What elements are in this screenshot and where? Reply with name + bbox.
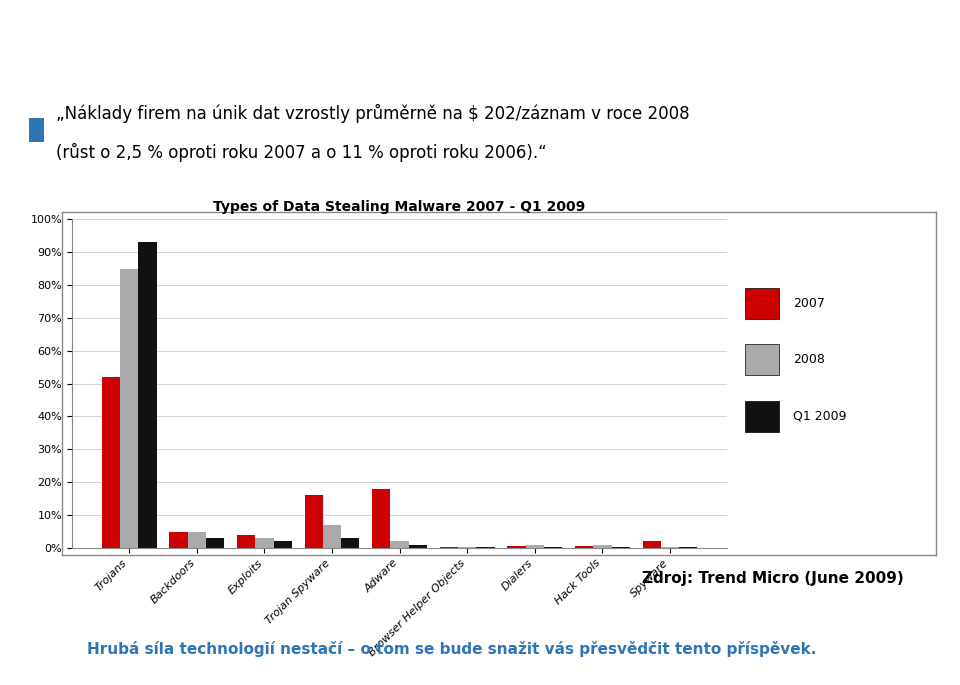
Text: ... má však cenné údaje! (2): ... má však cenné údaje! (2) [504, 25, 941, 54]
Text: 2008: 2008 [793, 353, 825, 366]
Text: „Náklady firem na únik dat vzrostly průměrně na $ 202/záznam v roce 2008: „Náklady firem na únik dat vzrostly prům… [56, 103, 689, 123]
Bar [372, 489, 391, 548]
Text: Q1 2009: Q1 2009 [793, 410, 846, 423]
Bar [440, 547, 458, 548]
Bar [508, 547, 526, 548]
Bar [745, 401, 780, 432]
Bar [274, 541, 292, 548]
Bar [169, 532, 187, 548]
Text: 2007: 2007 [793, 297, 825, 310]
Bar [642, 541, 660, 548]
Bar [391, 541, 409, 548]
Bar [409, 545, 427, 548]
Bar [120, 269, 138, 548]
Bar [660, 547, 679, 548]
Bar [187, 532, 205, 548]
Bar [458, 547, 476, 548]
Bar [341, 538, 359, 548]
Text: Zdroj: Trend Micro (June 2009): Zdroj: Trend Micro (June 2009) [642, 571, 904, 586]
Bar [526, 545, 544, 548]
Bar [575, 547, 593, 548]
Text: Hrubá síla technologií nestačí – o tom se bude snažit vás přesvědčit tento přísp: Hrubá síla technologií nestačí – o tom s… [86, 641, 816, 657]
Bar [745, 288, 780, 319]
Bar [29, 118, 44, 142]
Bar [745, 345, 780, 375]
Text: (růst o 2,5 % oproti roku 2007 a o 11 % oproti roku 2006).“: (růst o 2,5 % oproti roku 2007 a o 11 % … [56, 143, 546, 162]
Bar [593, 545, 612, 548]
Bar [138, 242, 156, 548]
Bar [323, 525, 341, 548]
Bar [304, 495, 323, 548]
Title: Types of Data Stealing Malware 2007 - Q1 2009: Types of Data Stealing Malware 2007 - Q1… [213, 200, 586, 214]
Bar [237, 535, 255, 548]
Bar [102, 377, 120, 548]
Text: ČIMIB: ČIMIB [134, 27, 215, 51]
Bar [205, 538, 224, 548]
Bar [255, 538, 274, 548]
